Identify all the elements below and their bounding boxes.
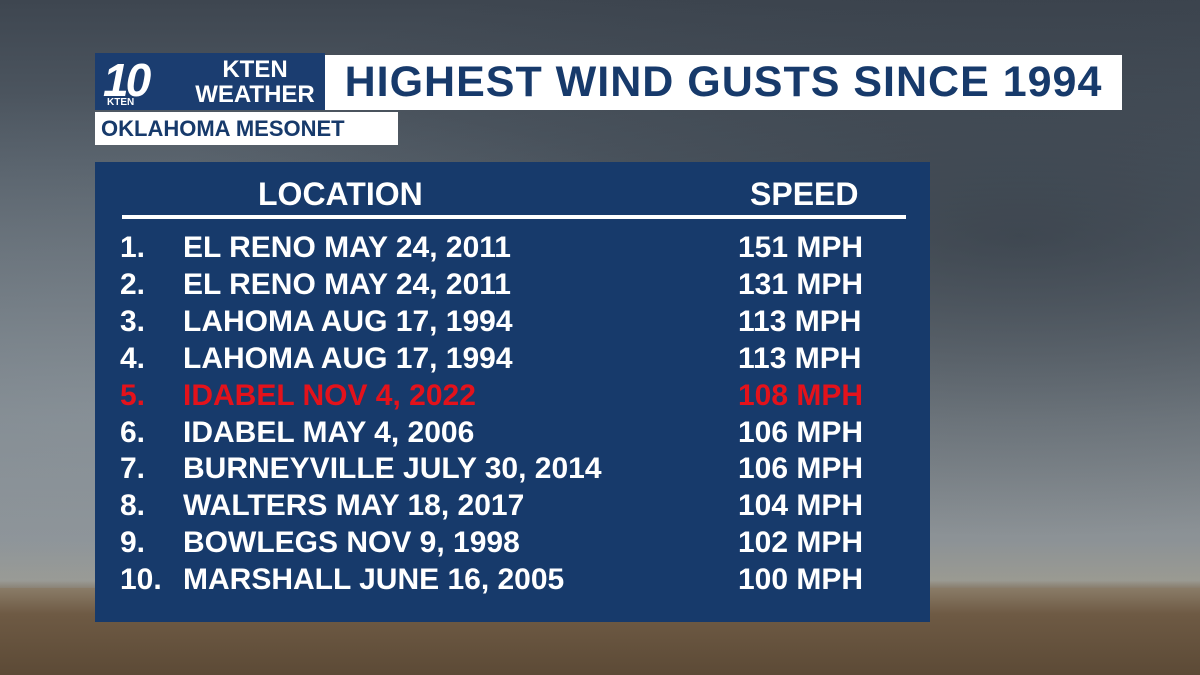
rank: 3. <box>120 304 146 338</box>
speed: 106 MPH <box>738 452 864 486</box>
speed: 113 MPH <box>738 304 862 338</box>
table-row: 3. LAHOMA AUG 17, 1994 113 MPH <box>95 303 930 340</box>
speed: 100 MPH <box>738 563 864 597</box>
speed: 131 MPH <box>738 267 864 301</box>
speed: 104 MPH <box>738 489 864 523</box>
rank: 1. <box>120 231 146 264</box>
table-row: 7. BURNEYVILLE JULY 30, 2014 106 MPH <box>95 450 930 487</box>
column-header: SPEED <box>750 176 859 212</box>
speed: 106 MPH <box>738 415 864 449</box>
column-header: LOCATION <box>258 176 423 212</box>
location: EL RENO MAY 24, 2011 <box>183 231 511 264</box>
location: BOWLEGS NOV 9, 1998 <box>183 526 520 560</box>
location: WALTERS MAY 18, 2017 <box>183 489 525 523</box>
rank: 9. <box>120 526 146 560</box>
rank: 8. <box>120 489 146 523</box>
table-row: 9. BOWLEGS NOV 9, 1998 102 MPH <box>95 524 930 561</box>
rank: 5. <box>120 378 146 412</box>
location: MARSHALL JUNE 16, 2005 <box>183 563 565 597</box>
logo: 10 KTEN KTEN WEATHER <box>95 53 325 110</box>
table-row: 4. LAHOMA AUG 17, 1994 113 MPH <box>95 340 930 377</box>
header-rule <box>122 215 906 219</box>
location: IDABEL NOV 4, 2022 <box>183 378 476 412</box>
logo-line: KTEN <box>222 56 288 83</box>
location: LAHOMA AUG 17, 1994 <box>183 304 513 338</box>
speed: 108 MPH <box>738 378 864 412</box>
rank: 2. <box>120 267 146 301</box>
table-row: 5. IDABEL NOV 4, 2022 108 MPH <box>95 377 930 414</box>
speed: 113 MPH <box>738 341 862 375</box>
location: LAHOMA AUG 17, 1994 <box>183 341 513 375</box>
title: HIGHEST WIND GUSTS SINCE 1994 <box>325 55 1122 110</box>
subtitle: OKLAHOMA MESONET <box>95 112 398 145</box>
logo-line: WEATHER <box>195 81 315 108</box>
location: EL RENO MAY 24, 2011 <box>183 267 511 301</box>
table-row: 2. EL RENO MAY 24, 2011 131 MPH <box>95 266 930 303</box>
logo-number: 10 <box>103 54 151 106</box>
rank: 7. <box>120 452 146 486</box>
location: IDABEL MAY 4, 2006 <box>183 415 475 449</box>
table-row: 1. EL RENO MAY 24, 2011 151 MPH <box>95 229 930 266</box>
table-row: 8. WALTERS MAY 18, 2017 104 MPH <box>95 487 930 524</box>
rank: 4. <box>120 341 146 375</box>
location: BURNEYVILLE JULY 30, 2014 <box>183 452 602 486</box>
speed: 102 MPH <box>738 526 864 560</box>
logo-small: KTEN <box>107 97 135 108</box>
rank: 6. <box>120 415 146 449</box>
rank: 10. <box>120 563 162 597</box>
table-row: 6. IDABEL MAY 4, 2006 106 MPH <box>95 414 930 451</box>
table-row: 10. MARSHALL JUNE 16, 2005 100 MPH <box>95 561 930 598</box>
table: LOCATION SPEED 1. EL RENO MAY 24, 2011 151… <box>95 162 930 622</box>
speed: 151 MPH <box>738 231 864 264</box>
